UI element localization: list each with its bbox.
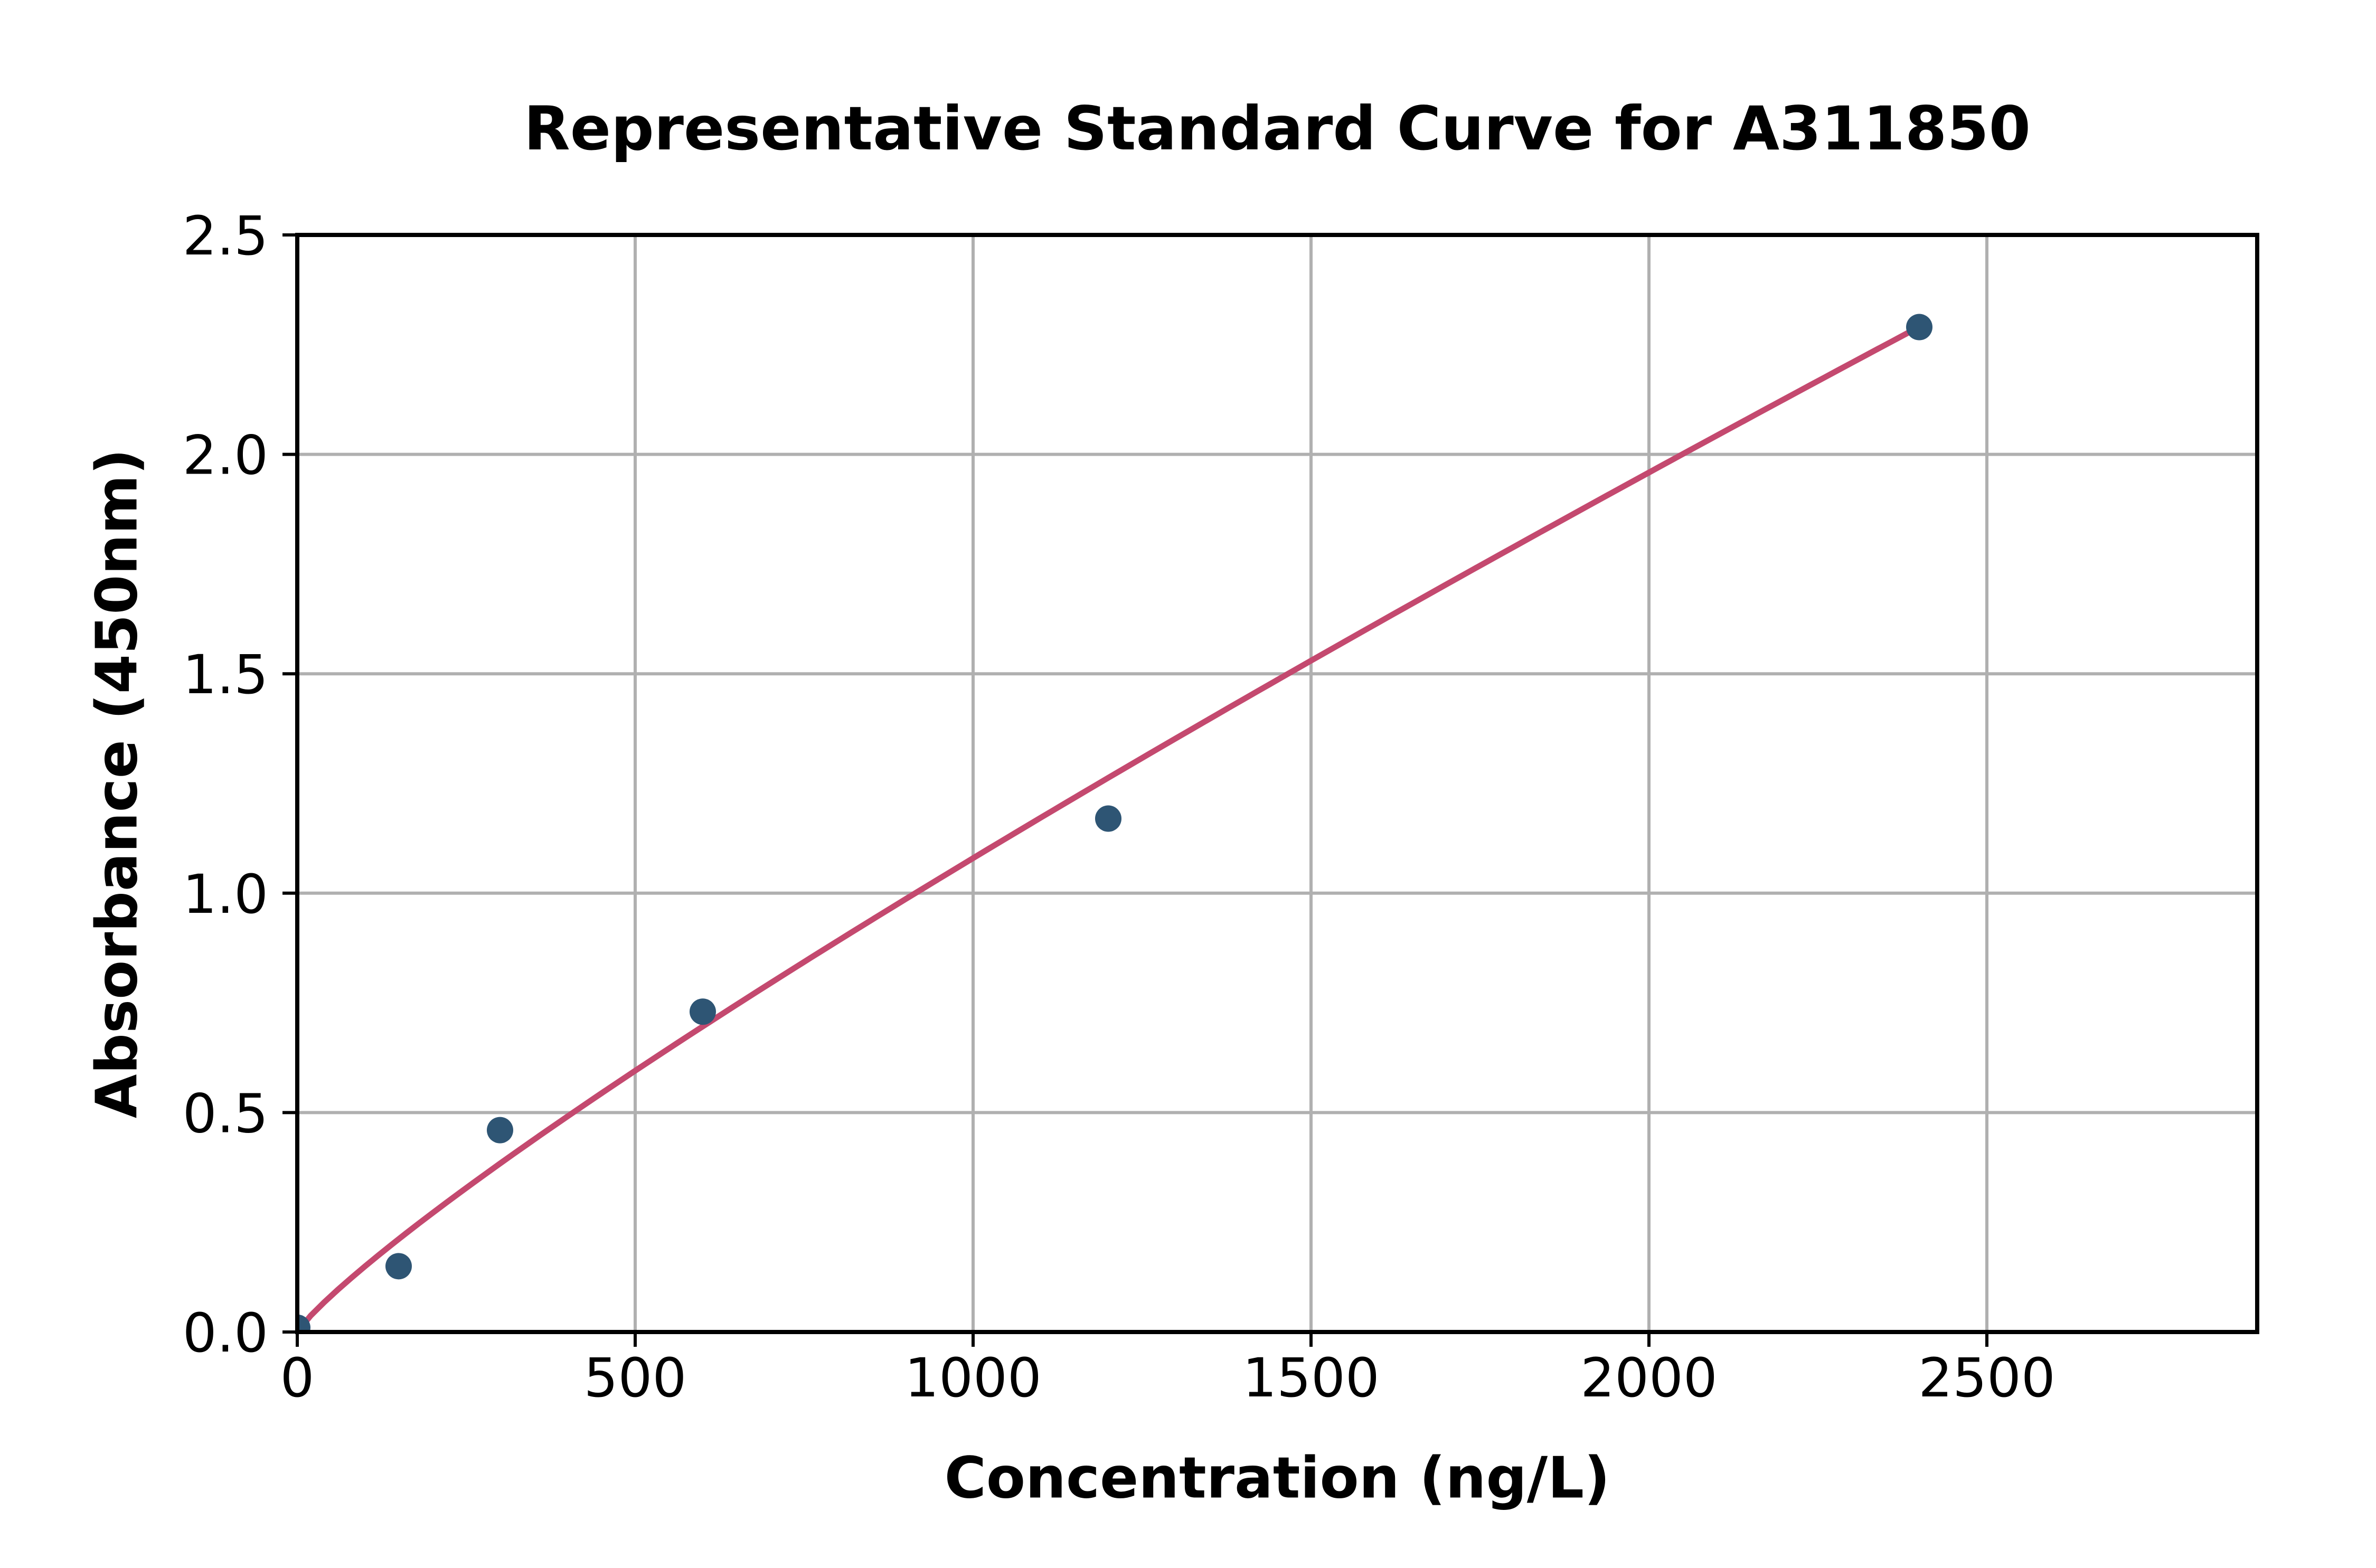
data-point	[1095, 805, 1121, 832]
ticks	[282, 233, 1988, 1347]
tick-labels: 0 500 1000 1500 2000 2500 0.0 0.5 1.0 1.5 2.0 2.5	[183, 205, 2056, 1410]
y-tick-label: 1.0	[183, 863, 268, 926]
plot-border	[295, 233, 2259, 1334]
data-point	[487, 1117, 513, 1144]
y-tick-label: 0.5	[183, 1082, 268, 1145]
x-tick-label: 1500	[1242, 1347, 1380, 1410]
grid	[296, 233, 2257, 1334]
data-points	[297, 314, 1932, 1332]
data-point	[297, 1314, 310, 1332]
y-tick-label: 1.5	[183, 644, 268, 706]
y-tick-label: 0.0	[183, 1302, 268, 1365]
x-tick-label: 2500	[1918, 1347, 2056, 1410]
chart-title: Representative Standard Curve for A31185…	[524, 93, 2031, 164]
data-point	[385, 1253, 412, 1280]
x-tick-label: 2000	[1580, 1347, 1718, 1410]
data-point	[690, 998, 716, 1025]
x-axis-label: Concentration (ng/L)	[944, 1445, 1610, 1512]
x-tick-label: 1000	[904, 1347, 1042, 1410]
standard-curve-line	[297, 324, 1922, 1332]
y-tick-label: 2.5	[183, 205, 268, 268]
x-tick-label: 0	[280, 1347, 315, 1410]
y-tick-label: 2.0	[183, 424, 268, 487]
x-tick-label: 500	[584, 1347, 687, 1410]
data-point	[1906, 314, 1932, 341]
